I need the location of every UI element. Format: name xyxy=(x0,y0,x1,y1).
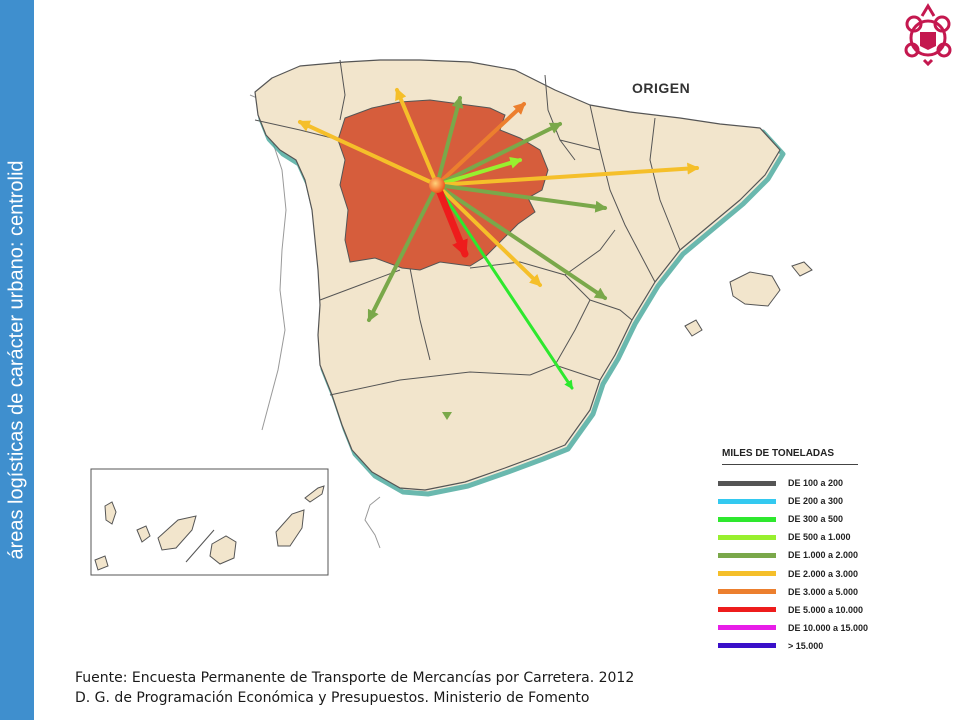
arrow-to-cantabria xyxy=(395,87,439,187)
arrow-to-galicia xyxy=(297,120,439,187)
arrow-to-cataluna xyxy=(435,162,700,187)
legend-swatch xyxy=(718,552,776,558)
arrow-to-valencia xyxy=(435,183,607,300)
legend-item: DE 500 a 1.000 xyxy=(718,528,888,546)
arrow-to-aragon xyxy=(435,183,608,213)
legend-item: > 15.000 xyxy=(718,637,888,655)
arrow-to-navarra xyxy=(435,122,563,187)
legend-item: DE 1.000 a 2.000 xyxy=(718,546,888,564)
legend-item: DE 2.000 a 3.000 xyxy=(718,564,888,582)
legend-label: > 15.000 xyxy=(788,640,824,651)
legend-item: DE 100 a 200 xyxy=(718,474,888,492)
canary-islands-inset xyxy=(90,468,329,576)
peninsula-land xyxy=(254,59,786,497)
legend-item: DE 10.000 a 15.000 xyxy=(718,619,888,637)
arrow-to-extremadura xyxy=(367,183,439,323)
arrow-to-madrid xyxy=(433,181,469,258)
legend: MILES DE TONELADAS DE 100 a 200 DE 200 a… xyxy=(718,448,888,655)
flow-arrows xyxy=(297,87,700,390)
arrow-to-la-rioja xyxy=(435,157,523,187)
balearic-islands xyxy=(684,261,813,337)
legend-swatch xyxy=(718,625,776,631)
legend-swatch xyxy=(718,643,776,649)
arrow-to-murcia xyxy=(435,183,574,390)
legend-swatch xyxy=(718,498,776,504)
legend-title: MILES DE TONELADAS xyxy=(722,448,835,459)
arrow-to-asturias xyxy=(435,95,464,187)
destination-marker xyxy=(442,412,452,420)
legend-label: DE 300 a 500 xyxy=(788,514,844,525)
legend-swatch xyxy=(718,607,776,613)
source-citation: Fuente: Encuesta Permanente de Transport… xyxy=(75,668,634,708)
legend-label: DE 10.000 a 15.000 xyxy=(788,622,869,633)
legend-swatch xyxy=(718,589,776,595)
legend-item: DE 300 a 500 xyxy=(718,510,888,528)
legend-label: DE 2.000 a 3.000 xyxy=(788,568,859,579)
legend-label: DE 200 a 300 xyxy=(788,496,844,507)
legend-label: DE 3.000 a 5.000 xyxy=(788,586,859,597)
region-boundaries xyxy=(254,59,681,396)
legend-item: DE 5.000 a 10.000 xyxy=(718,601,888,619)
legend-label: DE 5.000 a 10.000 xyxy=(788,604,864,615)
legend-label: DE 100 a 200 xyxy=(788,478,844,489)
legend-swatch xyxy=(718,516,776,522)
legend-item: DE 3.000 a 5.000 xyxy=(718,583,888,601)
legend-divider xyxy=(722,464,858,465)
source-line-1: Fuente: Encuesta Permanente de Transport… xyxy=(75,670,635,686)
legend-swatch xyxy=(718,534,776,540)
origin-label: ORIGEN xyxy=(632,80,691,96)
arrow-to-castilla-la-mancha xyxy=(435,183,542,287)
legend-swatch xyxy=(718,571,776,577)
source-line-2: D. G. de Programación Económica y Presup… xyxy=(75,690,590,706)
legend-item: DE 200 a 300 xyxy=(718,492,888,510)
legend-label: DE 500 a 1.000 xyxy=(788,532,851,543)
arrow-to-pais-vasco xyxy=(435,102,526,187)
legend-swatch xyxy=(718,480,776,486)
legend-label: DE 1.000 a 2.000 xyxy=(788,550,859,561)
sidebar: áreas logísticas de carácter urbano: cen… xyxy=(0,0,34,720)
coat-of-arms-logo xyxy=(904,3,952,66)
origin-point xyxy=(429,177,445,193)
